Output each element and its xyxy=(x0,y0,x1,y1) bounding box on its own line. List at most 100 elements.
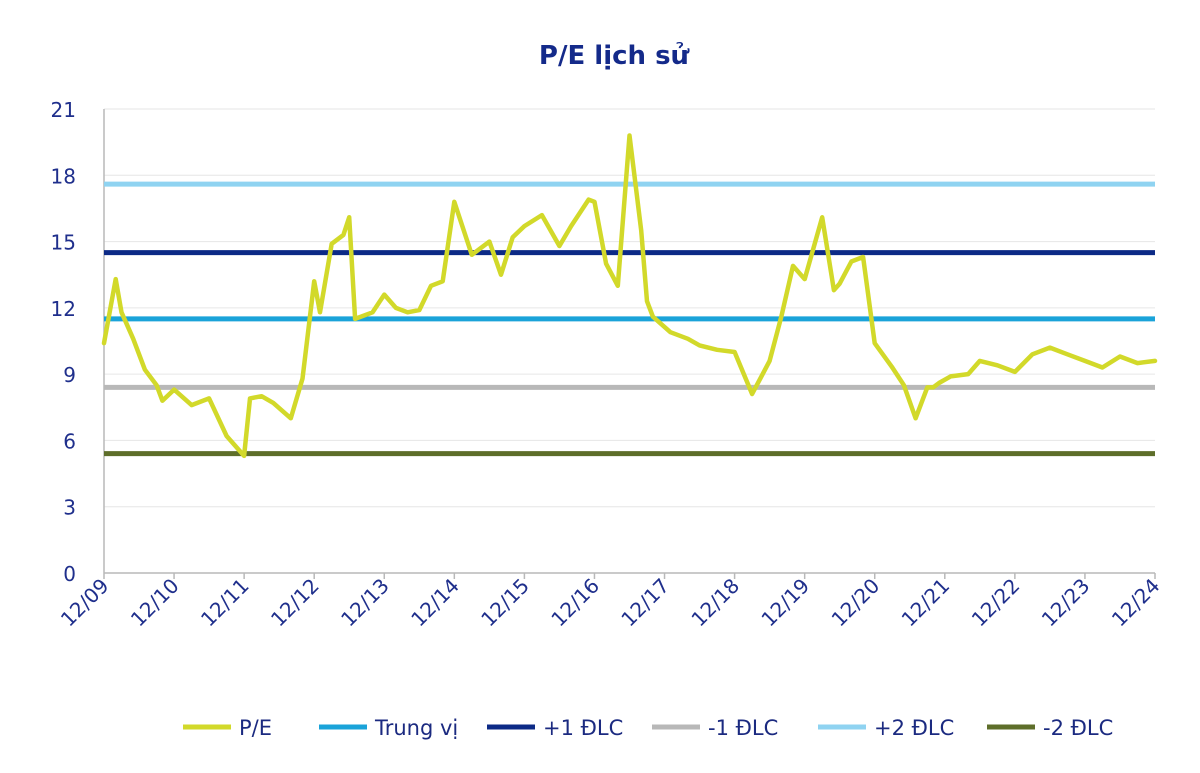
chart-title: P/E lịch sử xyxy=(539,40,691,71)
data-point xyxy=(698,344,701,347)
data-point xyxy=(155,384,158,386)
data-point xyxy=(1119,355,1121,358)
data-point xyxy=(190,404,193,406)
data-point xyxy=(161,399,164,402)
data-point xyxy=(780,315,783,318)
data-point xyxy=(733,351,736,353)
data-point xyxy=(342,234,345,236)
data-point xyxy=(605,262,607,265)
data-point xyxy=(383,293,386,296)
data-point xyxy=(173,388,175,391)
y-tick-label: 6 xyxy=(63,429,76,453)
data-point xyxy=(272,402,275,404)
legend-label: P/E xyxy=(239,716,272,740)
data-point xyxy=(570,225,572,227)
data-point xyxy=(1101,366,1104,369)
data-point xyxy=(803,278,806,280)
data-point xyxy=(103,342,105,345)
data-point xyxy=(949,375,952,378)
y-tick-label: 9 xyxy=(63,363,76,387)
data-point xyxy=(330,242,333,245)
data-point xyxy=(430,284,432,287)
data-point xyxy=(833,289,835,291)
data-point xyxy=(587,198,590,201)
data-point xyxy=(313,280,316,283)
legend-label: -2 ĐLC xyxy=(1043,716,1113,740)
data-point xyxy=(319,311,321,314)
legend-label: -1 ĐLC xyxy=(708,716,778,740)
data-point xyxy=(371,311,374,314)
data-point xyxy=(862,256,864,258)
data-point xyxy=(1154,360,1156,362)
data-point xyxy=(652,315,654,318)
x-tick-label: 12/19 xyxy=(756,574,814,632)
x-tick-label: 12/22 xyxy=(967,574,1025,632)
data-point xyxy=(873,342,876,345)
legend: P/E Trung vị +1 ĐLC -1 ĐLC +2 ĐLC -2 ĐLC xyxy=(183,716,1113,740)
data-point xyxy=(1136,362,1139,364)
data-point xyxy=(640,229,642,232)
x-tick-label: 12/14 xyxy=(406,574,464,632)
data-point xyxy=(891,366,894,369)
data-point xyxy=(249,397,251,400)
x-tick-label: 12/21 xyxy=(897,574,955,632)
series-lines xyxy=(101,133,1158,459)
x-tick-label: 12/13 xyxy=(336,574,394,632)
legend-label: +1 ĐLC xyxy=(543,716,623,740)
data-point xyxy=(979,360,981,362)
data-point xyxy=(225,435,228,437)
data-point xyxy=(938,382,940,384)
data-point xyxy=(751,393,753,395)
data-point xyxy=(996,364,999,367)
data-point xyxy=(768,360,771,362)
data-point xyxy=(1014,371,1016,373)
data-point xyxy=(926,386,929,389)
y-tick-label: 15 xyxy=(51,231,76,255)
data-point xyxy=(488,240,491,243)
data-point xyxy=(453,201,456,203)
x-tick-label: 12/17 xyxy=(616,574,674,632)
data-point xyxy=(967,373,969,375)
data-point xyxy=(593,201,596,203)
data-point xyxy=(511,236,514,238)
data-point xyxy=(558,245,561,247)
data-point xyxy=(1066,353,1069,356)
data-point xyxy=(541,214,543,216)
data-point xyxy=(617,284,619,287)
data-point xyxy=(914,417,917,420)
x-tick-label: 12/20 xyxy=(827,574,885,632)
x-tick-label: 12/18 xyxy=(686,574,744,632)
x-tick-label: 12/15 xyxy=(476,574,534,632)
x-tick-label: 12/24 xyxy=(1107,574,1165,632)
data-point xyxy=(500,273,502,276)
grid-lines xyxy=(104,108,1155,508)
data-point xyxy=(523,225,526,227)
data-point xyxy=(132,337,134,340)
x-tick-labels: 12/09 12/10 12/11 12/12 12/13 12/14 12/15 12/16… xyxy=(56,574,1165,632)
data-point xyxy=(441,280,444,283)
y-tick-label: 18 xyxy=(51,164,76,188)
x-tick-label: 12/16 xyxy=(546,574,604,632)
data-point xyxy=(406,311,409,314)
y-tick-label: 0 xyxy=(63,562,76,586)
data-point xyxy=(144,368,146,371)
data-point xyxy=(243,455,245,457)
x-tick-label: 12/11 xyxy=(196,574,254,632)
x-tick-label: 12/23 xyxy=(1037,574,1095,632)
data-point xyxy=(850,260,853,263)
data-point xyxy=(762,371,765,373)
data-point xyxy=(395,307,397,309)
data-point xyxy=(114,278,117,280)
data-point xyxy=(932,386,934,389)
data-point xyxy=(687,337,689,340)
axes xyxy=(103,109,1156,579)
data-point xyxy=(1084,360,1086,362)
data-point xyxy=(418,309,421,311)
data-point xyxy=(260,395,263,398)
data-point xyxy=(208,397,210,400)
data-point xyxy=(1049,346,1051,349)
data-point xyxy=(903,384,905,386)
reference-lines xyxy=(104,181,1155,457)
